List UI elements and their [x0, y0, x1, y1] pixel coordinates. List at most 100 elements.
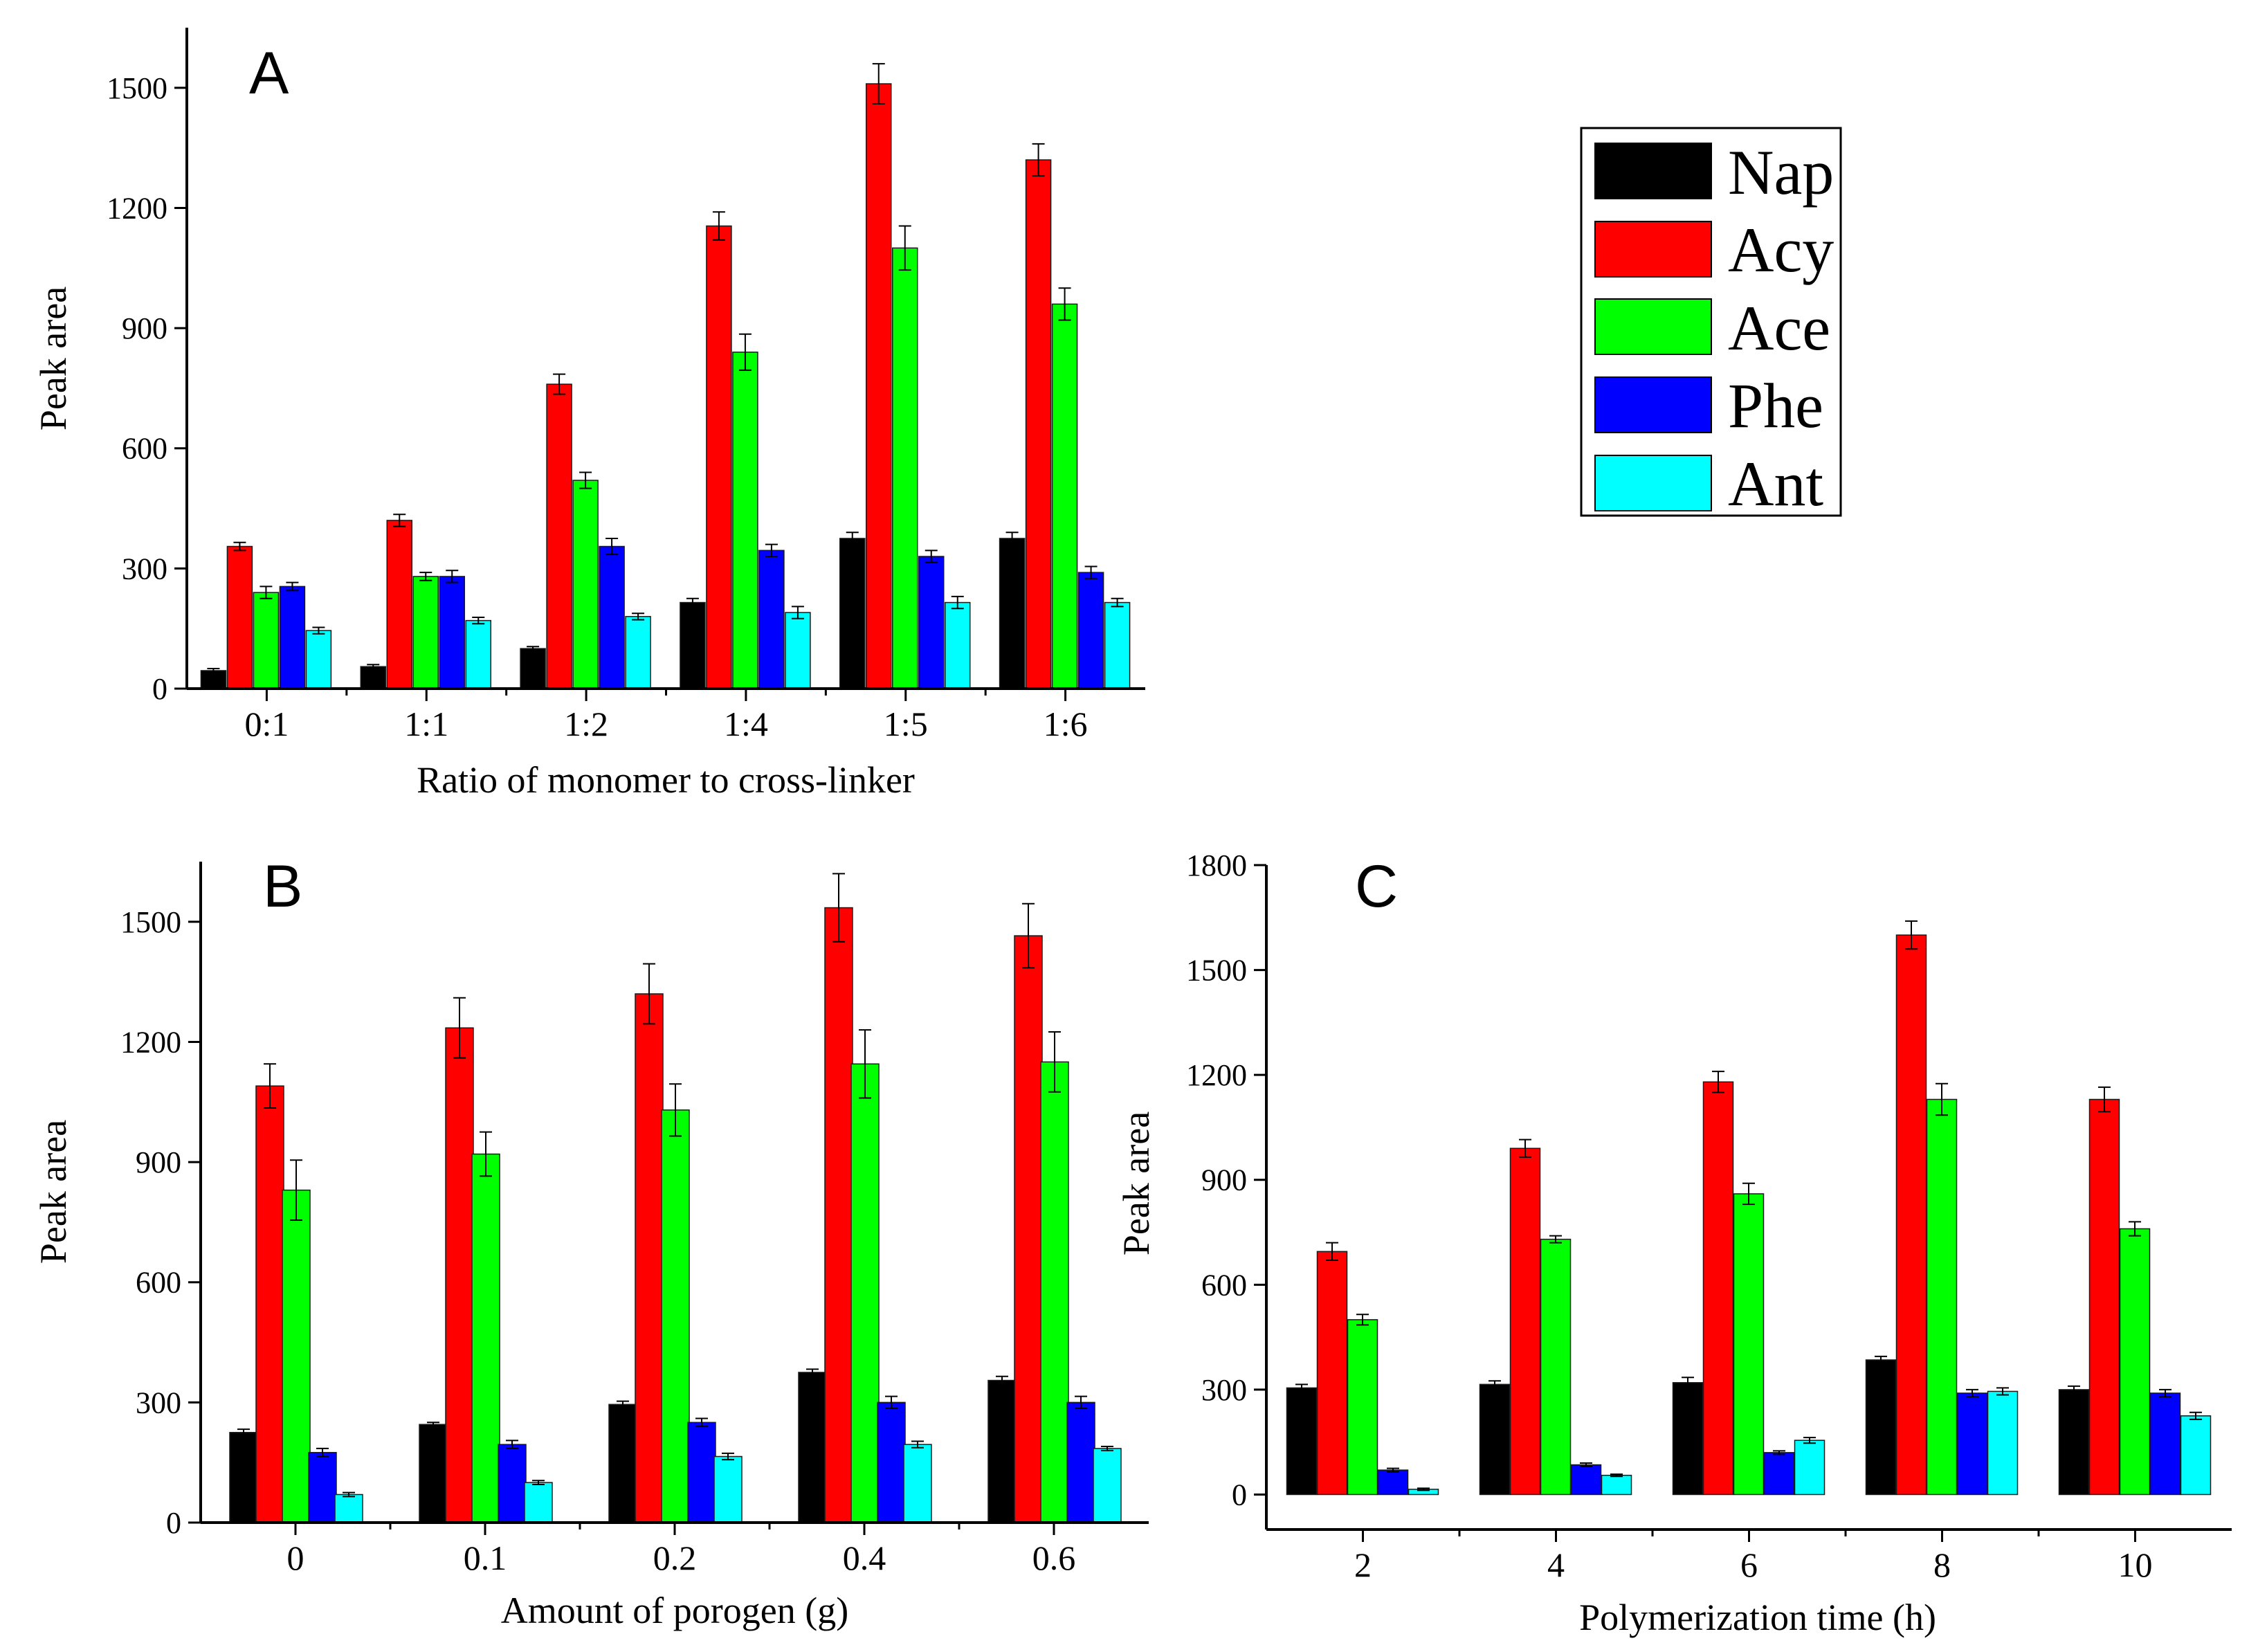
panel-a-bar-phe-1-4	[758, 550, 785, 689]
panel-b-error-bar-ace-0-6	[1048, 1031, 1061, 1093]
panel-a-bar-ant-1-4	[785, 612, 811, 689]
panel-b-x-tick-label: 0	[287, 1538, 304, 1577]
panel-c-error-bar-ant-10	[2189, 1411, 2202, 1420]
panel-c-error-bar-ace-10	[2129, 1221, 2141, 1237]
panel-b-bar-phe-0-1	[498, 1444, 527, 1523]
panel-c-bar-ace-8	[1926, 1098, 1958, 1496]
panel-c-bars	[1286, 920, 2212, 1496]
panel-a-error-bar-acy-1-2	[553, 373, 566, 395]
panel-b-bars	[229, 873, 1122, 1523]
panel-c-error-bar-ace-4	[1549, 1235, 1562, 1244]
panel-b-bar-phe-0	[308, 1451, 337, 1523]
panel-b-bar-acy-0-2	[635, 993, 664, 1523]
panel-a-bar-nap-1-4	[680, 601, 706, 689]
panel-a-error-bar-phe-1-6	[1084, 565, 1098, 579]
panel-a-error-bar-phe-0-1	[286, 581, 299, 592]
panel-c-bar-ace-10	[2119, 1228, 2151, 1496]
legend-entry-ace: Ace	[1594, 293, 1830, 363]
panel-c-bar-phe-8	[1956, 1392, 1988, 1496]
panel-b-error-bar-ant-0-1	[532, 1480, 545, 1486]
panel-c-bar-ace-4	[1540, 1238, 1572, 1496]
panel-c-bar-acy-10	[2088, 1098, 2120, 1496]
panel-b-y-tick-label: 300	[136, 1386, 181, 1419]
panel-c-bar-ace-2	[1347, 1319, 1378, 1496]
panel-a-error-bar-ace-0-1	[260, 586, 273, 599]
panel-a-error-bar-acy-1-6	[1032, 143, 1045, 177]
panel-c-y-tick-label: 900	[1201, 1163, 1247, 1197]
panel-b: 0 300 600 900 1200 1500 0 0.1 0.2 0.4 0.6 B Amoun…	[33, 853, 1149, 1631]
panel-c-bar-ant-6	[1794, 1440, 1825, 1496]
panel-c-x-tick-label: 2	[1354, 1545, 1372, 1584]
panel-b-x-label: Amount of porogen (g)	[501, 1590, 848, 1631]
panel-c-error-bar-acy-8	[1905, 920, 1918, 950]
panel-c-y-label: Peak area	[1116, 1111, 1157, 1255]
panel-a-bar-ace-1-5	[892, 247, 918, 689]
panel-c-error-bar-ace-2	[1356, 1314, 1369, 1326]
panel-c-y-ticks: 0 300 600 900 1200 1500 1800	[1186, 848, 1266, 1512]
panel-c-error-bar-nap-10	[2068, 1385, 2080, 1394]
panel-b-x-tick-label: 0.2	[653, 1538, 697, 1577]
panel-c-bar-phe-10	[2149, 1392, 2181, 1496]
panel-a-error-bar-nap-1-2	[527, 646, 540, 652]
panel-a-y-tick-label: 600	[122, 432, 167, 466]
panel-c-error-bar-nap-2	[1295, 1383, 1308, 1392]
panel-a-bar-nap-1-5	[839, 538, 866, 689]
panel-a-bar-acy-1-6	[1025, 159, 1052, 689]
legend-entry-ant: Ant	[1594, 448, 1823, 519]
panel-c-bar-acy-4	[1509, 1147, 1541, 1496]
panel-a-bar-phe-1-6	[1077, 572, 1104, 689]
panel-a-x-tick-label: 1:2	[564, 705, 608, 743]
panel-b-bar-ant-0-1	[524, 1482, 553, 1523]
panel-a-error-bar-nap-1-4	[686, 597, 699, 608]
panel-b-x-tick-label: 0.1	[464, 1538, 507, 1577]
panel-a-error-bar-ant-1-1	[472, 616, 485, 625]
panel-b-error-bar-phe-0-1	[506, 1440, 518, 1449]
panel-b-bar-ant-0-6	[1093, 1448, 1122, 1523]
panel-b-bar-acy-0-4	[824, 907, 853, 1523]
panel-c-error-bar-phe-4	[1580, 1462, 1592, 1468]
panel-c-x-tick-label: 8	[1933, 1545, 1951, 1584]
panel-b-bar-nap-0-6	[987, 1379, 1017, 1523]
panel-b-y-ticks: 0 300 600 900 1200 1500	[120, 905, 201, 1540]
panel-a-bar-acy-1-2	[546, 383, 572, 689]
panel-a-bar-ant-1-2	[625, 616, 651, 689]
legend-swatch-phe	[1594, 376, 1712, 433]
panel-a-x-tick-label: 1:6	[1044, 705, 1088, 743]
panel-a-bar-ant-1-6	[1104, 601, 1131, 689]
panel-b-x-ticks: 0 0.1 0.2 0.4 0.6	[287, 1523, 1075, 1577]
panel-a-bar-nap-1-2	[520, 648, 546, 689]
panel-c-error-bar-ant-2	[1417, 1487, 1430, 1491]
panel-c-error-bar-nap-6	[1682, 1377, 1694, 1389]
panel-c-error-bar-phe-10	[2159, 1388, 2171, 1397]
panel-a-error-bar-ant-1-2	[632, 612, 645, 621]
panel-b-error-bar-ace-0-4	[859, 1029, 871, 1099]
panel-b-error-bar-acy-0	[264, 1063, 276, 1109]
panel-a-error-bar-ant-1-5	[951, 595, 964, 610]
panel-a-error-bar-ant-0-1	[312, 626, 325, 635]
panel-c-error-bar-ace-8	[1936, 1082, 1948, 1116]
legend-swatch-acy	[1594, 221, 1712, 278]
panel-b-bar-ace-0-2	[661, 1109, 690, 1523]
panel-b-bar-acy-0-6	[1014, 935, 1043, 1523]
panel-a-error-bar-ant-1-4	[791, 606, 804, 619]
panel-c-bar-nap-6	[1672, 1382, 1704, 1496]
panel-c-error-bar-ant-4	[1610, 1473, 1623, 1478]
panel-a-error-bar-nap-1-5	[846, 532, 859, 545]
panel-a-bar-ace-1-1	[412, 576, 439, 689]
panel-c-bar-nap-8	[1865, 1359, 1897, 1496]
panel-b-bar-ant-0-2	[713, 1455, 743, 1523]
panel-a-y-tick-label: 1200	[107, 191, 167, 225]
panel-b-bar-ace-0-1	[471, 1153, 500, 1523]
panel-c-y-tick-label: 300	[1201, 1373, 1247, 1407]
panel-a-error-bar-phe-1-1	[446, 570, 459, 583]
panel-a-bar-phe-0-1	[279, 586, 306, 689]
panel-c-error-bar-phe-6	[1773, 1450, 1785, 1455]
panel-a-bar-phe-1-1	[439, 576, 465, 689]
panel-a-error-bar-acy-1-5	[872, 63, 885, 105]
panel-b-y-label: Peak area	[33, 1120, 74, 1264]
panel-b-error-bar-ace-0-1	[480, 1131, 492, 1177]
legend: Nap Acy Ace Phe Ant	[1580, 127, 1842, 519]
panel-c-x-ticks: 2 4 6 8 10	[1354, 1530, 2153, 1584]
panel-b-bar-ant-0	[334, 1494, 363, 1523]
